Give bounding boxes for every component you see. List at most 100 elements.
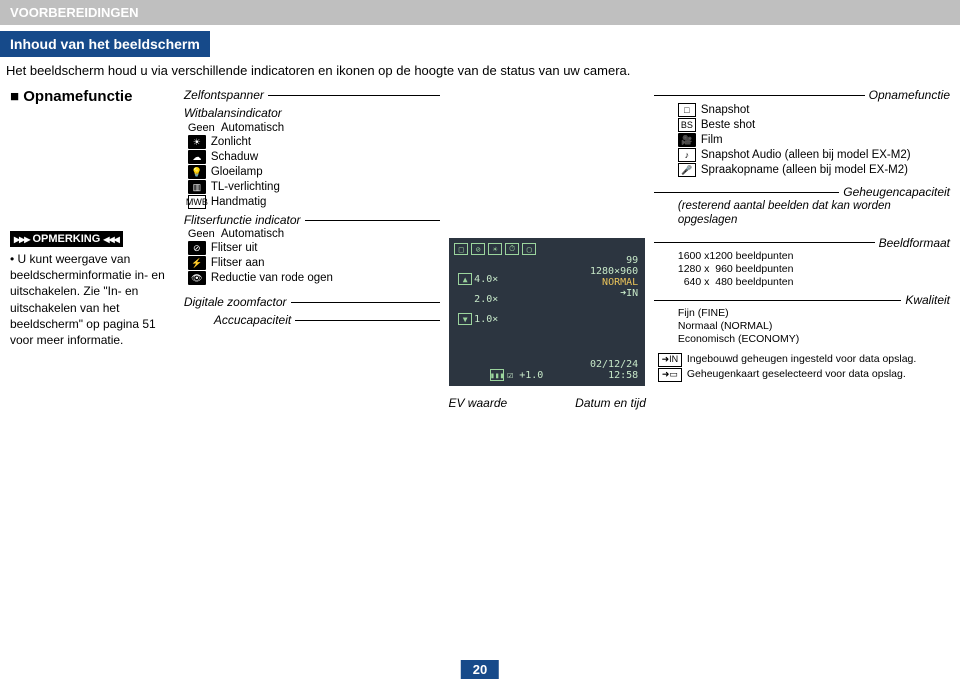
date-value: 02/12/24 — [590, 359, 638, 370]
no-icon-text: Geen — [188, 228, 216, 240]
note-arrow-left-icon — [14, 233, 29, 245]
left-column: Opnamefunctie OPMERKING U kunt weergave … — [10, 88, 176, 410]
indicator-icon: ☁ — [188, 150, 206, 164]
lead-line-icon — [654, 300, 901, 301]
zelfontspanner-label: Zelfontspanner — [184, 88, 264, 102]
flits-group: Flitserfunctie indicator Geen Automatisch… — [184, 213, 441, 285]
memory-icon: ➜IN — [658, 353, 682, 367]
item-label: Gloeilamp — [211, 166, 263, 178]
item-label: Handmatig — [211, 196, 267, 208]
format-title: Beeldformaat — [879, 236, 950, 250]
zoom-marker-icon: ▼ — [458, 313, 472, 325]
indicator-icon: ⊘ — [188, 241, 206, 255]
ev-label: EV waarde — [448, 396, 507, 410]
intro-text: Het beeldscherm houd u via verschillende… — [0, 57, 960, 84]
lead-line-icon — [305, 220, 441, 221]
memory-group: ➜INIngebouwd geheugen ingesteld voor dat… — [654, 353, 950, 382]
indicator-icon: ⚡ — [188, 256, 206, 270]
item-label: Automatisch — [221, 228, 284, 240]
memory-in: ➜IN — [620, 288, 638, 299]
mode-icon: ♪ — [678, 148, 696, 162]
page-number: 20 — [461, 660, 499, 679]
date-label: Datum en tijd — [575, 396, 646, 410]
mode-title: Opnamefunctie — [10, 88, 176, 105]
capacity-desc: (resterend aantal beelden dat kan worden… — [678, 199, 950, 228]
list-item: MWB Handmatig — [188, 195, 441, 209]
list-item: 🎥 Film — [678, 133, 950, 147]
note-arrow-right-icon — [103, 233, 118, 245]
note-badge: OPMERKING — [10, 231, 123, 247]
zoom-4x: 4.0× — [474, 274, 498, 285]
item-label: Zonlicht — [211, 136, 251, 148]
list-item: ☁ Schaduw — [188, 150, 441, 164]
mid-column: Zelfontspanner Witbalansindicator Geen Au… — [184, 88, 441, 410]
screen-top-icon: □ — [454, 243, 468, 255]
mode-icon: 🎥 — [678, 133, 696, 147]
lead-line-icon — [654, 95, 865, 96]
camera-screen: □⊘☀⏱▢ 99 1280×960 NORMAL ➜IN ▲4.0× 2.0× … — [449, 238, 645, 386]
list-item: 🎤Spraakopname (alleen bij model EX-M2) — [678, 163, 950, 177]
indicator-icon: 💡 — [188, 165, 206, 179]
note-badge-text: OPMERKING — [32, 233, 100, 245]
zoom-marker-icon — [458, 293, 472, 305]
opname-title: Opnamefunctie — [869, 88, 950, 102]
quality-group: Kwaliteit Fijn (FINE)Normaal (NORMAL)Eco… — [654, 293, 950, 346]
list-item: GeenAutomatisch — [188, 122, 441, 134]
indicator-icon: ☀ — [188, 135, 206, 149]
screen-top-icon: ⏱ — [505, 243, 519, 255]
item-label: Flitser aan — [211, 257, 265, 269]
list-item: 1280 x 960 beeldpunten — [678, 263, 950, 276]
count-99: 99 — [626, 255, 638, 266]
list-item: Economisch (ECONOMY) — [678, 333, 950, 346]
list-item: □Snapshot — [678, 103, 950, 117]
format-group: Beeldformaat 1600 x1200 beeldpunten1280 … — [654, 236, 950, 289]
ev-value: ☑ +1.0 — [507, 370, 543, 381]
quality-title: Kwaliteit — [905, 293, 950, 307]
right-column: Opnamefunctie □SnapshotBS Beste shot 🎥 Film… — [654, 88, 950, 410]
accu-label: Accucapaciteit — [214, 313, 291, 327]
item-label: Film — [701, 134, 723, 146]
list-item: ♪Snapshot Audio (alleen bij model EX-M2) — [678, 148, 950, 162]
screen-column: □⊘☀⏱▢ 99 1280×960 NORMAL ➜IN ▲4.0× 2.0× … — [448, 88, 645, 410]
list-item: ⚡ Flitser aan — [188, 256, 441, 270]
screen-top-icon: ⊘ — [471, 243, 485, 255]
resolution: 1280×960 — [590, 266, 638, 277]
list-item: BS Beste shot — [678, 118, 950, 132]
list-item: ➜INIngebouwd geheugen ingesteld voor dat… — [658, 353, 950, 367]
lead-line-icon — [268, 95, 441, 96]
lead-line-icon — [295, 320, 440, 321]
witbalans-title: Witbalansindicator — [184, 106, 441, 120]
item-label: Flitser uit — [211, 242, 258, 254]
memory-icon: ➜▭ — [658, 368, 682, 382]
item-label: Beste shot — [701, 119, 755, 131]
list-item: Fijn (FINE) — [678, 307, 950, 320]
list-item: 💡 Gloeilamp — [188, 165, 441, 179]
note-text: U kunt weergave van beeldscherminformati… — [10, 251, 176, 348]
list-item: ⊘ Flitser uit — [188, 241, 441, 255]
section-title: Inhoud van het beeldscherm — [0, 31, 210, 57]
screen-top-icon: ▢ — [522, 243, 536, 255]
mode-icon: □ — [678, 103, 696, 117]
battery-icon: ▮▮▮ — [490, 369, 504, 381]
item-label: Schaduw — [211, 151, 258, 163]
list-item: 640 x 480 beeldpunten — [678, 276, 950, 289]
indicator-icon: MWB — [188, 195, 206, 209]
screen-top-icon: ☀ — [488, 243, 502, 255]
list-item: ▥TL-verlichting — [188, 180, 441, 194]
list-item: Geen Automatisch — [188, 228, 441, 240]
item-label: Reductie van rode ogen — [211, 272, 333, 284]
item-label: Spraakopname (alleen bij model EX-M2) — [701, 164, 908, 176]
list-item: 1600 x1200 beeldpunten — [678, 250, 950, 263]
item-label: Geheugenkaart geselecteerd voor data ops… — [687, 368, 906, 380]
flits-title: Flitserfunctie indicator — [184, 213, 301, 227]
lead-line-icon — [654, 242, 875, 243]
mode-icon: BS — [678, 118, 696, 132]
content: Opnamefunctie OPMERKING U kunt weergave … — [0, 84, 960, 410]
zoom-2x: 2.0× — [474, 294, 498, 305]
item-label: Automatisch — [221, 122, 284, 134]
capacity-group: Geheugencapaciteit (resterend aantal bee… — [654, 185, 950, 228]
quality-normal: NORMAL — [602, 277, 638, 288]
lead-line-icon — [291, 302, 441, 303]
list-item: ☀ Zonlicht — [188, 135, 441, 149]
zoom-marker-icon: ▲ — [458, 273, 472, 285]
